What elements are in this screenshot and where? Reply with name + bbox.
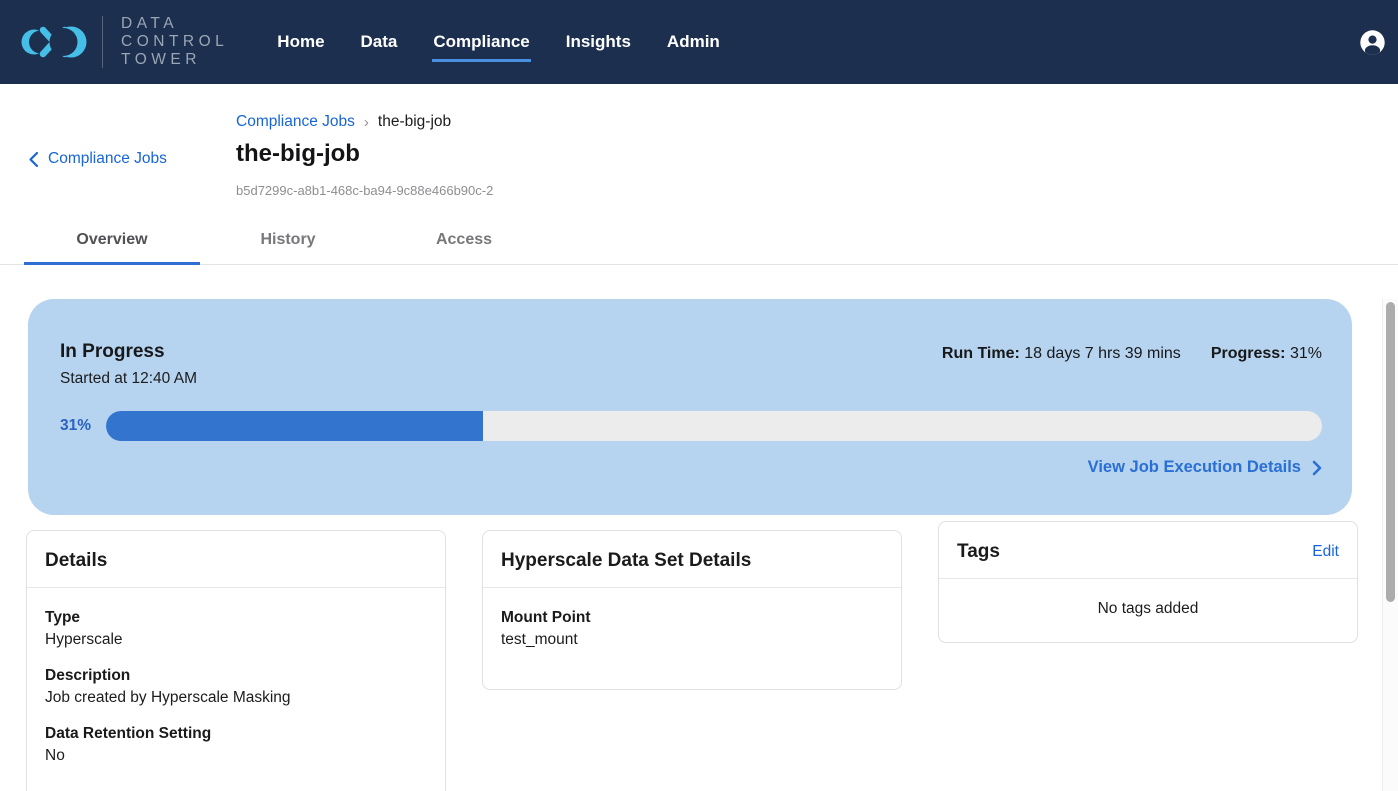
progress-value: 31% [1289,345,1322,362]
field-data-retention-value: No [45,747,65,764]
tab-bar: Overview History Access [0,221,1398,265]
chevron-right-icon [1312,460,1322,476]
breadcrumb-current: the-big-job [377,113,452,130]
dct-logo-icon [20,16,88,68]
field-type: Type Hyperscale [45,609,427,649]
brand-logo[interactable]: DATA CONTROL TOWER [20,15,228,69]
view-details-label: View Job Execution Details [1087,458,1301,476]
status-started-text: Started at 12:40 AM [60,370,198,387]
field-data-retention: Data Retention Setting No [45,725,427,765]
details-card-title: Details [45,550,108,571]
chevron-left-icon [28,151,39,168]
hyperscale-dataset-card: Hyperscale Data Set Details Mount Point … [482,530,902,690]
nav-item-data[interactable]: Data [360,32,398,51]
progress-label: Progress: [1210,345,1286,362]
progress-bar-track [106,411,1322,441]
breadcrumb-parent-link[interactable]: Compliance Jobs [236,113,355,130]
dataset-card-title: Hyperscale Data Set Details [501,550,752,571]
details-card: Details Type Hyperscale Description Job … [26,530,446,791]
field-mount-point-value: test_mount [501,631,578,648]
tags-card: Tags Edit No tags added [938,521,1358,643]
nav-item-home[interactable]: Home [277,32,325,51]
nav-item-insights[interactable]: Insights [565,32,631,51]
field-mount-point: Mount Point test_mount [501,609,883,649]
tab-access[interactable]: Access [435,231,493,248]
detail-cards-row: Details Type Hyperscale Description Job … [26,521,1398,791]
user-account-button[interactable] [1359,29,1386,56]
view-job-execution-details-link[interactable]: View Job Execution Details [1088,458,1322,477]
brand-wordmark: DATA CONTROL TOWER [121,15,229,68]
vertical-scrollbar-thumb[interactable] [1386,302,1395,602]
logo-divider [102,16,103,68]
account-circle-icon [1359,29,1386,56]
no-tags-message: No tags added [1097,600,1199,617]
top-navbar: DATA CONTROL TOWER Home Data Compliance … [0,0,1398,84]
run-time-value: 18 days 7 hrs 39 mins [1024,345,1181,362]
field-data-retention-label: Data Retention Setting [45,725,212,742]
progress-stat: Progress: 31% [1211,345,1322,363]
run-time-stat: Run Time: 18 days 7 hrs 39 mins [942,345,1181,363]
primary-nav: Home Data Compliance Insights Admin [276,22,721,62]
progress-fill [106,411,483,441]
breadcrumb: Compliance Jobs › the-big-job [236,84,1398,131]
breadcrumb-separator-icon: › [363,113,369,131]
job-uuid: b5d7299c-a8b1-468c-ba94-9c88e466b90c-2 [236,183,494,198]
nav-item-compliance[interactable]: Compliance [432,22,531,62]
field-description: Description Job created by Hyperscale Ma… [45,667,427,707]
vertical-scrollbar-track[interactable] [1382,299,1398,791]
status-block: In Progress Started at 12:40 AM [60,341,197,388]
status-title: In Progress [60,341,165,362]
back-to-compliance-jobs-link[interactable]: Compliance Jobs [28,150,167,168]
tags-card-title: Tags [957,541,1000,562]
field-description-value: Job created by Hyperscale Masking [45,689,291,706]
job-status-banner: In Progress Started at 12:40 AM Run Time… [28,299,1352,515]
run-time-label: Run Time: [941,345,1020,362]
overview-tab-content: In Progress Started at 12:40 AM Run Time… [0,299,1398,791]
tab-overview[interactable]: Overview [24,221,200,265]
page-header: Compliance Jobs Compliance Jobs › the-bi… [0,84,1398,198]
progress-bar-row: 31% [60,411,1322,441]
progress-percent-label: 31% [60,417,92,434]
field-description-label: Description [45,667,131,684]
field-type-label: Type [45,609,81,626]
back-link-label: Compliance Jobs [48,150,167,167]
edit-tags-link[interactable]: Edit [1312,543,1339,560]
field-type-value: Hyperscale [45,631,123,648]
page-title: the-big-job [236,140,360,167]
tab-history[interactable]: History [260,231,316,248]
field-mount-point-label: Mount Point [501,609,591,626]
nav-item-admin[interactable]: Admin [666,32,720,51]
run-stats: Run Time: 18 days 7 hrs 39 mins Progress… [942,341,1322,363]
